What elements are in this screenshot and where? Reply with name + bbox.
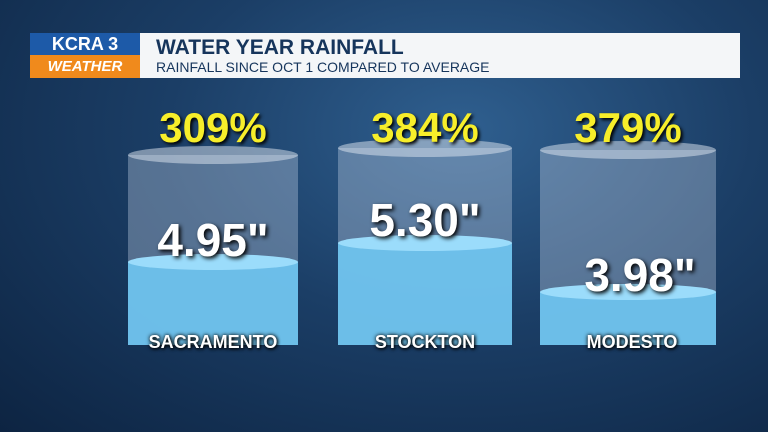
city-label: MODESTO — [586, 332, 678, 352]
amount: 3.98" — [584, 249, 696, 301]
logo-brand: WEATHER — [30, 55, 140, 78]
title: WATER YEAR RAINFALL — [156, 36, 404, 59]
city-label: STOCKTON — [374, 332, 476, 352]
cylinder — [540, 141, 716, 345]
cylinder — [128, 146, 298, 345]
subtitle: RAINFALL SINCE OCT 1 COMPARED TO AVERAGE — [156, 59, 490, 75]
percent: 309% — [159, 104, 267, 151]
amount: 5.30" — [369, 194, 481, 246]
cylinder — [338, 139, 512, 345]
logo-station: KCRA 3 — [30, 33, 140, 55]
city-label: SACRAMENTO — [148, 332, 278, 352]
percent: 379% — [574, 104, 682, 151]
percent: 384% — [371, 104, 479, 151]
amount: 4.95" — [157, 214, 269, 266]
header-bar — [140, 33, 740, 78]
